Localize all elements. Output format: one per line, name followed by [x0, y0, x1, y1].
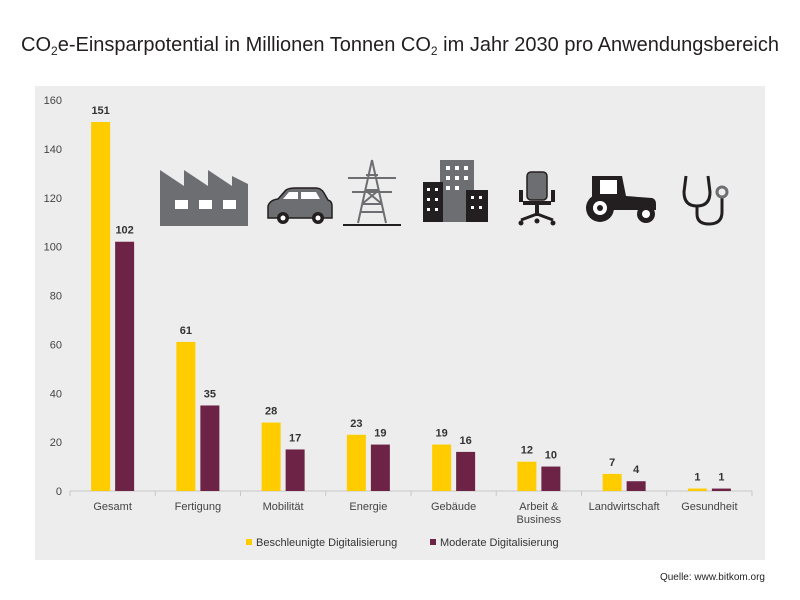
y-tick-label: 140 [44, 144, 62, 156]
data-label: 1 [694, 472, 700, 484]
chart-panel [35, 86, 765, 560]
bar [711, 488, 731, 491]
buildings-icon [423, 160, 488, 222]
y-tick-label: 0 [56, 486, 62, 498]
data-label: 12 [521, 445, 533, 457]
data-label: 1 [718, 472, 724, 484]
y-tick-label: 60 [50, 339, 62, 351]
bar [370, 444, 390, 491]
x-tick-label: Gesundheit [681, 501, 737, 513]
x-tick-label: Gebäude [431, 501, 476, 513]
x-tick-label: Gesamt [93, 501, 132, 513]
data-label: 61 [180, 325, 192, 337]
data-label: 4 [633, 464, 640, 476]
data-label: 35 [204, 388, 216, 400]
bar [541, 466, 561, 491]
legend-label: Beschleunigte Digitalisierung [256, 537, 397, 549]
x-tick-label: Fertigung [175, 501, 221, 513]
source-note: Quelle: www.bitkom.org [659, 572, 765, 583]
y-tick-label: 120 [44, 193, 62, 205]
bar [626, 481, 646, 491]
y-tick-label: 80 [50, 291, 62, 303]
y-tick-label: 20 [50, 437, 62, 449]
tractor-icon [586, 176, 656, 223]
bar [432, 444, 452, 491]
bar [687, 488, 707, 491]
data-label: 151 [91, 105, 109, 117]
data-label: 19 [436, 428, 448, 440]
chart-title: CO2e-Einsparpotential in Millionen Tonne… [21, 34, 779, 58]
bar [456, 451, 476, 491]
bar [115, 241, 135, 491]
data-label: 102 [115, 225, 133, 237]
y-tick-label: 40 [50, 388, 62, 400]
legend-label: Moderate Digitalisierung [440, 537, 559, 549]
bar [91, 121, 111, 492]
y-tick-label: 100 [44, 242, 62, 254]
legend-swatch [430, 539, 436, 545]
x-tick-label: Business [517, 514, 562, 526]
data-label: 23 [350, 418, 362, 430]
office-chair-icon [518, 171, 556, 226]
bar [285, 449, 305, 491]
y-tick-label: 160 [44, 95, 62, 107]
power-pylon-icon [343, 159, 401, 226]
data-label: 28 [265, 406, 277, 418]
data-label: 7 [609, 457, 615, 469]
data-label: 17 [289, 432, 301, 444]
bar [346, 434, 366, 491]
x-tick-label: Energie [349, 501, 387, 513]
bar [517, 461, 537, 491]
data-label: 10 [545, 450, 557, 462]
bar [602, 473, 622, 491]
legend-swatch [246, 539, 252, 545]
data-label: 16 [460, 435, 472, 447]
x-tick-label: Arbeit & [519, 501, 559, 513]
bar [176, 341, 196, 491]
x-tick-label: Mobilität [263, 501, 304, 513]
bar [200, 405, 220, 491]
factory-icon [160, 170, 248, 226]
bar [261, 422, 281, 491]
x-tick-label: Landwirtschaft [589, 501, 660, 513]
data-label: 19 [374, 428, 386, 440]
car-icon [267, 187, 333, 224]
stethoscope-icon [682, 175, 729, 226]
